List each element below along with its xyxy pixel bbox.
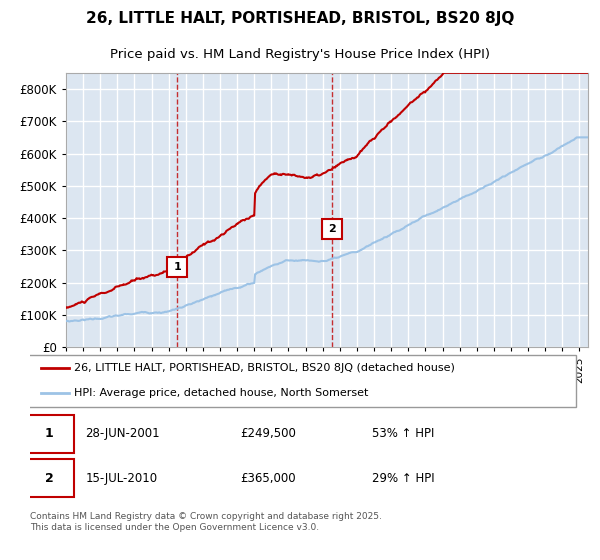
Text: £365,000: £365,000 <box>240 472 295 485</box>
FancyBboxPatch shape <box>25 355 577 407</box>
Text: 29% ↑ HPI: 29% ↑ HPI <box>372 472 435 485</box>
Text: 26, LITTLE HALT, PORTISHEAD, BRISTOL, BS20 8JQ (detached house): 26, LITTLE HALT, PORTISHEAD, BRISTOL, BS… <box>74 363 455 374</box>
Text: 28-JUN-2001: 28-JUN-2001 <box>85 427 160 440</box>
Text: 2: 2 <box>328 225 336 235</box>
Text: HPI: Average price, detached house, North Somerset: HPI: Average price, detached house, Nort… <box>74 388 368 398</box>
Text: 26, LITTLE HALT, PORTISHEAD, BRISTOL, BS20 8JQ: 26, LITTLE HALT, PORTISHEAD, BRISTOL, BS… <box>86 11 514 26</box>
Text: 1: 1 <box>45 427 53 440</box>
Text: Price paid vs. HM Land Registry's House Price Index (HPI): Price paid vs. HM Land Registry's House … <box>110 48 490 61</box>
Text: £249,500: £249,500 <box>240 427 296 440</box>
Text: 1: 1 <box>173 262 181 272</box>
Text: 2: 2 <box>45 472 53 485</box>
FancyBboxPatch shape <box>25 414 74 452</box>
Text: Contains HM Land Registry data © Crown copyright and database right 2025.
This d: Contains HM Land Registry data © Crown c… <box>30 512 382 532</box>
Text: 53% ↑ HPI: 53% ↑ HPI <box>372 427 434 440</box>
Text: 15-JUL-2010: 15-JUL-2010 <box>85 472 157 485</box>
FancyBboxPatch shape <box>25 459 74 497</box>
